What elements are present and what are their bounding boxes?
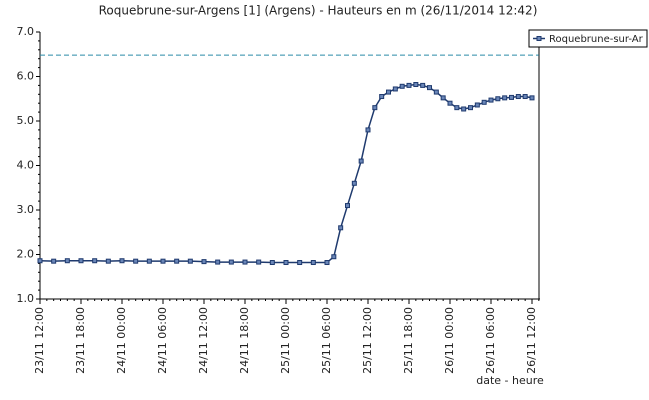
data-point	[331, 254, 337, 260]
data-point	[242, 259, 248, 265]
series-line	[39, 83, 533, 264]
data-point	[447, 100, 453, 106]
data-point	[433, 89, 439, 95]
data-point	[386, 89, 391, 95]
data-point	[365, 127, 371, 133]
data-point	[529, 95, 535, 101]
data-point	[105, 258, 111, 264]
legend-box	[528, 29, 648, 48]
data-point	[64, 258, 70, 264]
x-tick-label: 26/11 12:00	[525, 307, 538, 374]
legend-marker	[536, 36, 542, 41]
data-point	[146, 258, 152, 264]
data-point	[78, 258, 84, 264]
data-point	[481, 99, 487, 105]
data-point	[201, 259, 207, 265]
data-point	[133, 258, 139, 264]
data-point	[495, 96, 501, 102]
data-point	[37, 258, 43, 264]
y-tick-label: 2.0	[17, 248, 35, 261]
data-point	[399, 83, 405, 89]
data-point	[515, 94, 521, 100]
data-point	[187, 258, 193, 264]
data-point	[174, 258, 180, 264]
data-point	[413, 82, 419, 88]
x-tick-label: 24/11 12:00	[197, 307, 210, 374]
x-tick-label: 25/11 06:00	[320, 307, 333, 374]
data-point	[358, 158, 364, 164]
x-tick-label: 24/11 18:00	[238, 307, 251, 374]
data-point	[502, 95, 508, 101]
data-point	[228, 259, 234, 265]
y-tick-label: 1.0	[17, 292, 35, 305]
data-point	[454, 105, 460, 111]
x-tick-label: 26/11 00:00	[443, 307, 456, 374]
data-point	[379, 94, 385, 100]
data-point	[522, 94, 528, 100]
data-point	[392, 86, 398, 92]
data-point	[351, 180, 357, 186]
x-tick-label: 25/11 12:00	[361, 307, 374, 374]
data-point	[215, 259, 221, 265]
data-point	[160, 258, 166, 264]
chart-title: Roquebrune-sur-Argens [1] (Argens) - Hau…	[99, 4, 538, 18]
data-point	[345, 203, 350, 209]
data-point	[119, 258, 125, 264]
data-point	[338, 225, 344, 231]
y-tick-label: 5.0	[17, 114, 35, 127]
x-tick-label: 25/11 18:00	[402, 307, 415, 374]
x-axis-label: date - heure	[476, 374, 544, 387]
data-point	[440, 95, 446, 101]
data-point	[461, 106, 467, 112]
y-tick-label: 7.0	[17, 25, 35, 38]
x-tick-label: 24/11 06:00	[156, 307, 169, 374]
data-point	[269, 260, 275, 266]
x-tick-label: 23/11 18:00	[74, 307, 87, 374]
x-tick-label: 25/11 00:00	[279, 307, 292, 374]
data-point	[420, 82, 426, 88]
data-point	[468, 105, 473, 111]
data-point	[51, 258, 57, 264]
y-tick-label: 4.0	[17, 159, 35, 172]
data-point	[509, 94, 514, 100]
x-tick-label: 23/11 12:00	[33, 307, 46, 374]
data-point	[488, 97, 494, 103]
data-point	[372, 105, 378, 111]
data-point	[256, 259, 262, 265]
y-tick-label: 6.0	[17, 70, 35, 83]
data-point	[427, 85, 432, 91]
x-tick-label: 24/11 00:00	[115, 307, 128, 374]
data-point	[92, 258, 98, 264]
legend-label: Roquebrune-sur-Ar	[549, 34, 644, 45]
data-point	[283, 260, 289, 266]
data-point	[297, 260, 303, 266]
data-point	[406, 82, 412, 88]
y-tick-label: 3.0	[17, 203, 35, 216]
data-point	[474, 102, 480, 108]
data-point	[310, 260, 316, 266]
data-point	[324, 260, 330, 266]
x-tick-label: 26/11 06:00	[484, 307, 497, 374]
